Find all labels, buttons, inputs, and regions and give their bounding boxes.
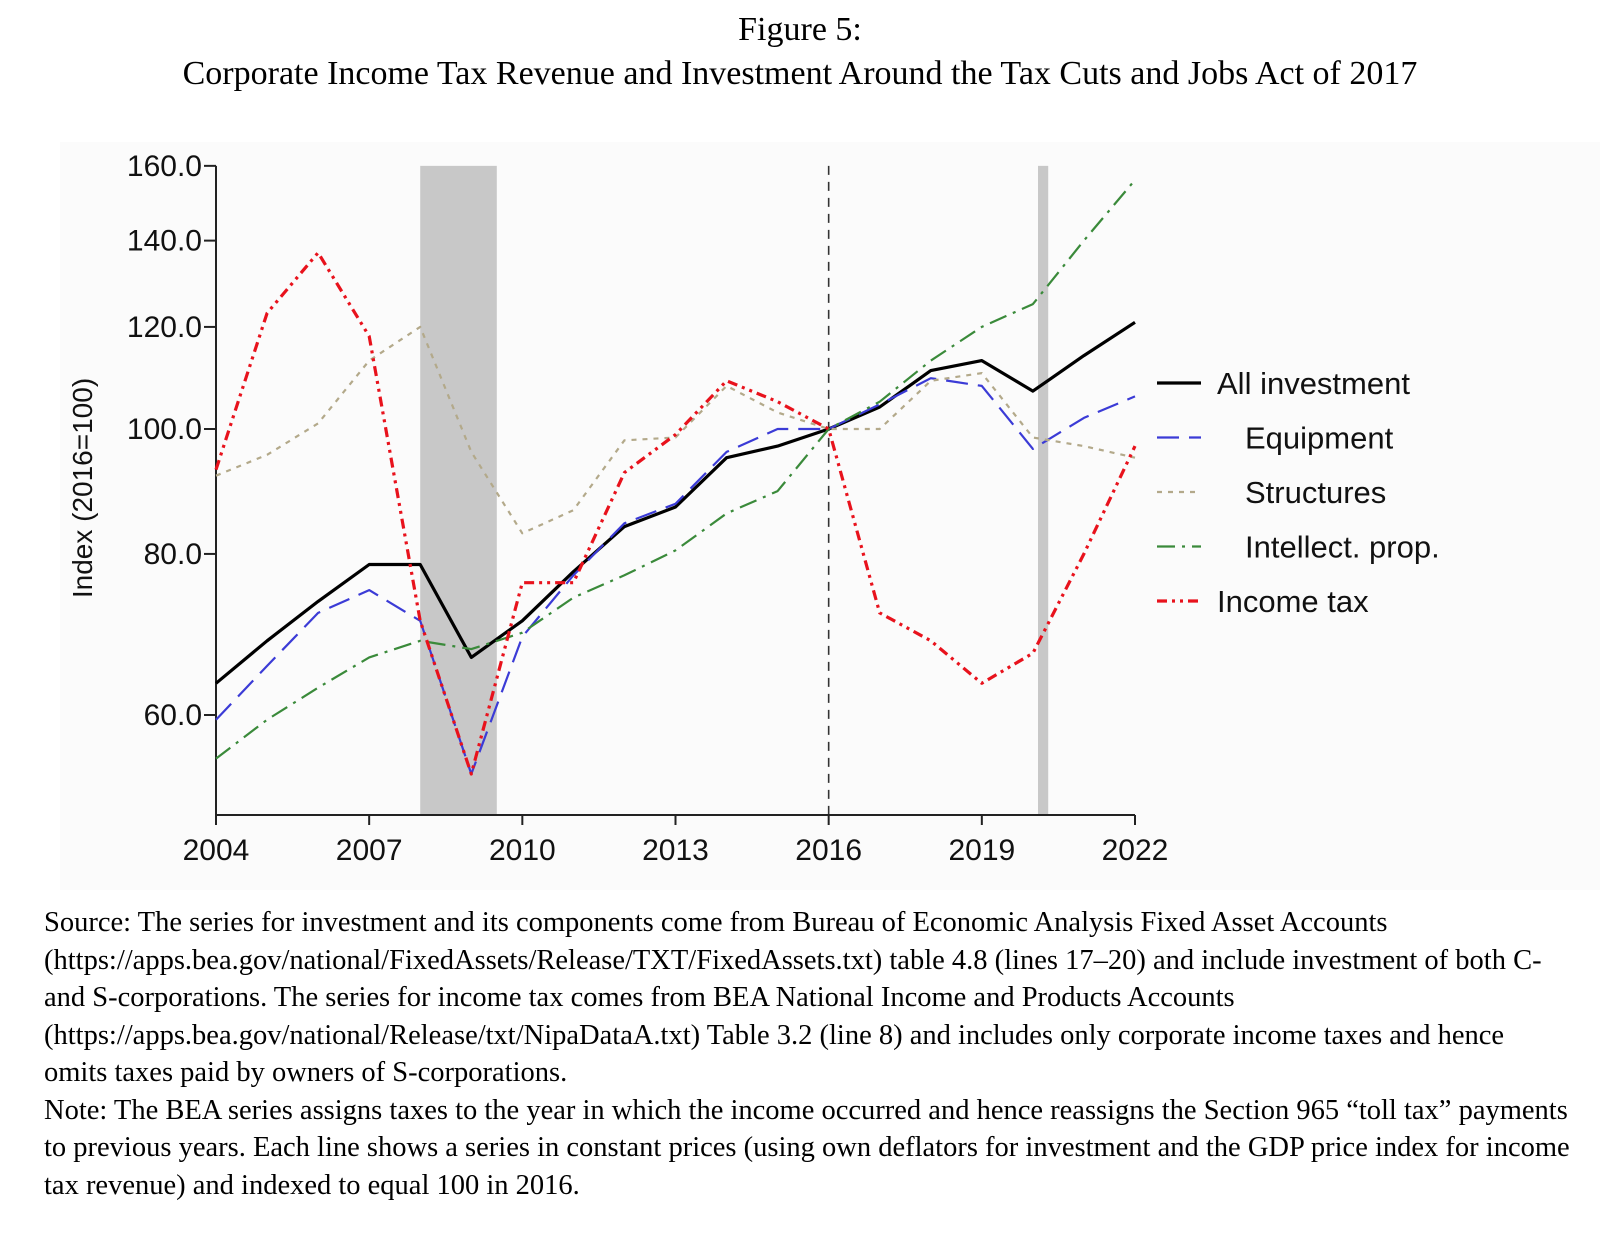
series-line-all-investment	[214, 320, 1136, 685]
recession-shading-layer	[420, 165, 1049, 815]
y-tick-label: 120.0	[127, 311, 202, 344]
y-tick-label: 160.0	[127, 150, 202, 183]
x-tick-label: 2013	[642, 834, 709, 867]
x-tick-label: 2019	[948, 834, 1015, 867]
legend-label-structures: Structures	[1245, 475, 1386, 510]
y-tick-label: 80.0	[144, 538, 202, 571]
series-line-intellect-prop	[215, 179, 1136, 760]
figure-title: Corporate Income Tax Revenue and Investm…	[182, 55, 1418, 92]
legend-label-intellect-prop: Intellect. prop.	[1245, 530, 1440, 565]
recession-band-2	[1037, 165, 1049, 815]
series-line-equipment	[215, 377, 1136, 776]
y-axis-label: Index (2016=100)	[67, 378, 98, 598]
legend-label-income-tax: Income tax	[1217, 584, 1369, 619]
series-line-income-tax	[214, 251, 1137, 776]
y-tick-label: 140.0	[127, 225, 202, 258]
legend: All investment Equipment Structures Intelle…	[1157, 366, 1440, 619]
figure-notes: Source: The series for investment and it…	[44, 904, 1574, 1204]
x-tick-label: 2016	[795, 834, 862, 867]
y-tick-label: 60.0	[144, 699, 202, 732]
figure-label: Figure 5:	[738, 11, 862, 48]
x-tick-label: 2022	[1102, 834, 1169, 867]
recession-band-1	[420, 165, 497, 815]
y-tick-label: 100.0	[127, 413, 202, 446]
chart-panel	[60, 142, 1600, 890]
source-note: Source: The series for investment and it…	[44, 907, 1542, 1088]
methodology-note: Note: The BEA series assigns taxes to th…	[44, 1094, 1570, 1201]
x-tick-label: 2004	[183, 834, 250, 867]
axes: 60.0 80.0 100.0 120.0 140.0 160.0 2004 2007 2010…	[127, 150, 1168, 867]
series-line-structures	[215, 325, 1136, 535]
x-tick-label: 2007	[336, 834, 403, 867]
legend-label-equipment: Equipment	[1245, 421, 1394, 456]
legend-label-all-investment: All investment	[1217, 366, 1410, 401]
x-tick-label: 2010	[489, 834, 556, 867]
series-layer	[214, 179, 1137, 776]
